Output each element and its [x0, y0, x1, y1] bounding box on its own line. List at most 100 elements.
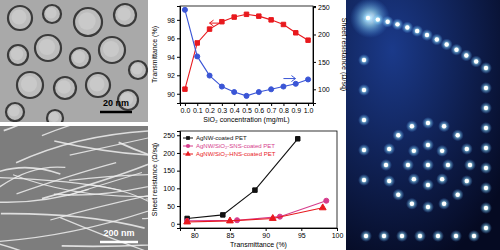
legend-marker: [186, 136, 190, 140]
chart-background: [150, 0, 345, 125]
y-axis-title: Sheet resistance (Ω/sq): [151, 143, 159, 216]
led: [376, 17, 380, 21]
led: [396, 192, 400, 196]
marker: [324, 198, 329, 203]
led: [387, 147, 391, 151]
tick-mark: [177, 153, 180, 154]
tick-label: 250: [318, 4, 330, 11]
tick-label: 100: [318, 86, 330, 93]
nanosphere: [86, 73, 110, 97]
nanosphere-core: [117, 7, 131, 21]
nanowire: [0, 167, 65, 187]
marker: [296, 137, 300, 141]
tick: 92: [167, 72, 180, 79]
marker: [244, 93, 249, 98]
led-halo: [378, 230, 390, 242]
tick: 98: [167, 17, 180, 24]
led: [440, 149, 444, 153]
led-halo: [422, 139, 434, 151]
axis-line: [177, 7, 181, 104]
tick-label: 0.6: [254, 107, 264, 114]
legend-item: AgNW/SiO₂-SNS-coated PET: [183, 143, 275, 149]
led: [362, 88, 366, 92]
nanosphere: [70, 48, 90, 68]
marker: [185, 218, 190, 223]
tick: 200: [163, 150, 180, 157]
tick: 0.4: [230, 103, 240, 114]
led: [406, 163, 410, 167]
led-halo: [470, 56, 482, 68]
tick-mark: [259, 103, 260, 106]
tick: 96: [167, 35, 180, 42]
y-axis: 9092949698: [167, 7, 180, 104]
series-line: [187, 208, 323, 222]
tick-label: 92: [167, 72, 175, 79]
tick-label: 150: [163, 167, 175, 174]
led-halo: [480, 202, 492, 214]
led: [442, 202, 446, 206]
tick: 0.2: [205, 103, 215, 114]
nanosphere-core: [57, 80, 71, 94]
led-halo: [480, 142, 492, 154]
nanosphere: [8, 6, 32, 30]
marker: [293, 81, 298, 86]
tick-label: 200: [318, 31, 330, 38]
tick: 0.7: [267, 103, 277, 114]
plot-frame: [180, 6, 313, 103]
led: [436, 234, 440, 238]
y-axis: 050100150200250: [163, 132, 180, 229]
series-line: [187, 201, 326, 221]
nanosphere: [47, 110, 63, 122]
marker: [306, 38, 310, 42]
x-axis-title: SiO₂ concentration (mg/mL): [203, 116, 289, 124]
led-halo: [450, 230, 462, 242]
marker: [184, 218, 191, 224]
marker: [306, 77, 311, 82]
led: [426, 121, 430, 125]
legend-label: AgNW/SiO₂-SNS-coated PET: [196, 143, 275, 149]
led-panel: [346, 0, 500, 250]
nanowire: [87, 184, 148, 210]
legend-item: AgNW-coated PET: [183, 135, 247, 141]
tick-mark: [313, 62, 316, 63]
tick: 0.5: [242, 103, 252, 114]
chart: 80859095100050100150200250Transmittance …: [150, 125, 345, 250]
tick-mark: [230, 228, 231, 231]
led: [484, 146, 488, 150]
tick-label: 0.8: [279, 107, 289, 114]
tick-mark: [177, 188, 180, 189]
led-halo: [480, 182, 492, 194]
marker: [269, 18, 273, 22]
legend: AgNW-coated PETAgNW/SiO₂-SNS-coated PETA…: [183, 135, 276, 157]
scale-bar-label: 20 nm: [103, 98, 129, 108]
led: [385, 19, 389, 23]
tick: 250: [313, 4, 330, 11]
led: [426, 183, 430, 187]
axis-line: [181, 104, 314, 107]
marker: [219, 84, 224, 89]
led: [410, 124, 414, 128]
y-axis-title: Transmittance (%): [151, 26, 159, 83]
led: [362, 178, 366, 182]
led: [415, 29, 419, 33]
tick-label: 0.0: [181, 107, 191, 114]
nanosphere-core: [12, 10, 27, 25]
series-line: [185, 10, 308, 96]
nanosphere: [114, 4, 136, 26]
tick: 85: [227, 228, 235, 239]
marker: [195, 54, 200, 59]
tick: 90: [262, 228, 270, 239]
marker: [207, 27, 211, 31]
tick-mark: [177, 206, 180, 207]
tick-mark: [296, 103, 297, 106]
legend-label: AgNW-coated PET: [196, 135, 247, 141]
axis-line: [181, 229, 338, 232]
nanosphere: [54, 77, 76, 99]
led: [382, 234, 386, 238]
led: [442, 124, 446, 128]
marker: [244, 12, 248, 16]
tick-mark: [177, 57, 180, 58]
nanowire: [142, 218, 148, 224]
nanowire: [69, 174, 148, 180]
tick-label: 1.0: [304, 107, 314, 114]
